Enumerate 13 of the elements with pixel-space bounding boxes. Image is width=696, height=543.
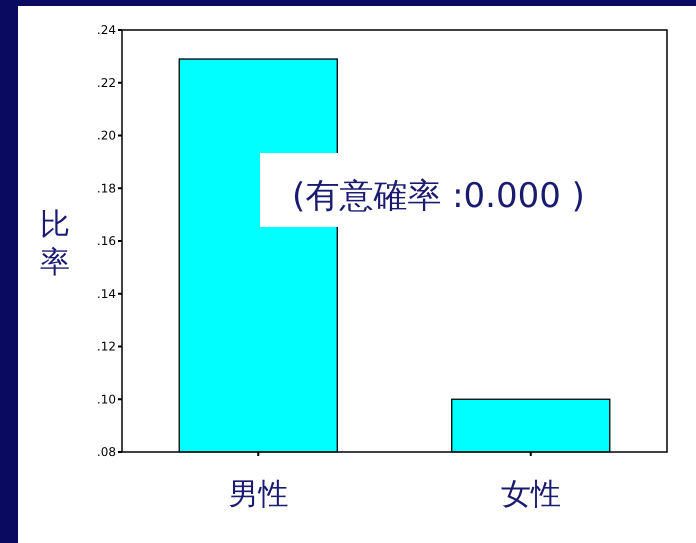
- y-tick-label: .22: [96, 76, 116, 90]
- y-tick-label: .24: [96, 23, 116, 37]
- y-tick-label: .10: [96, 392, 116, 406]
- y-tick-label: .16: [96, 234, 116, 248]
- y-tick-label: .08: [96, 445, 116, 459]
- y-axis-title: 比率: [40, 207, 70, 280]
- x-tick-label: 男性: [228, 477, 288, 512]
- annotation: (有意確率 :0.000 ): [292, 176, 585, 216]
- x-tick-label: 女性: [500, 477, 561, 512]
- y-tick-label: .14: [96, 286, 116, 301]
- y-tick-label: .20: [96, 128, 116, 142]
- y-tick-label: .12: [96, 340, 116, 354]
- y-tick-label: .18: [96, 181, 116, 196]
